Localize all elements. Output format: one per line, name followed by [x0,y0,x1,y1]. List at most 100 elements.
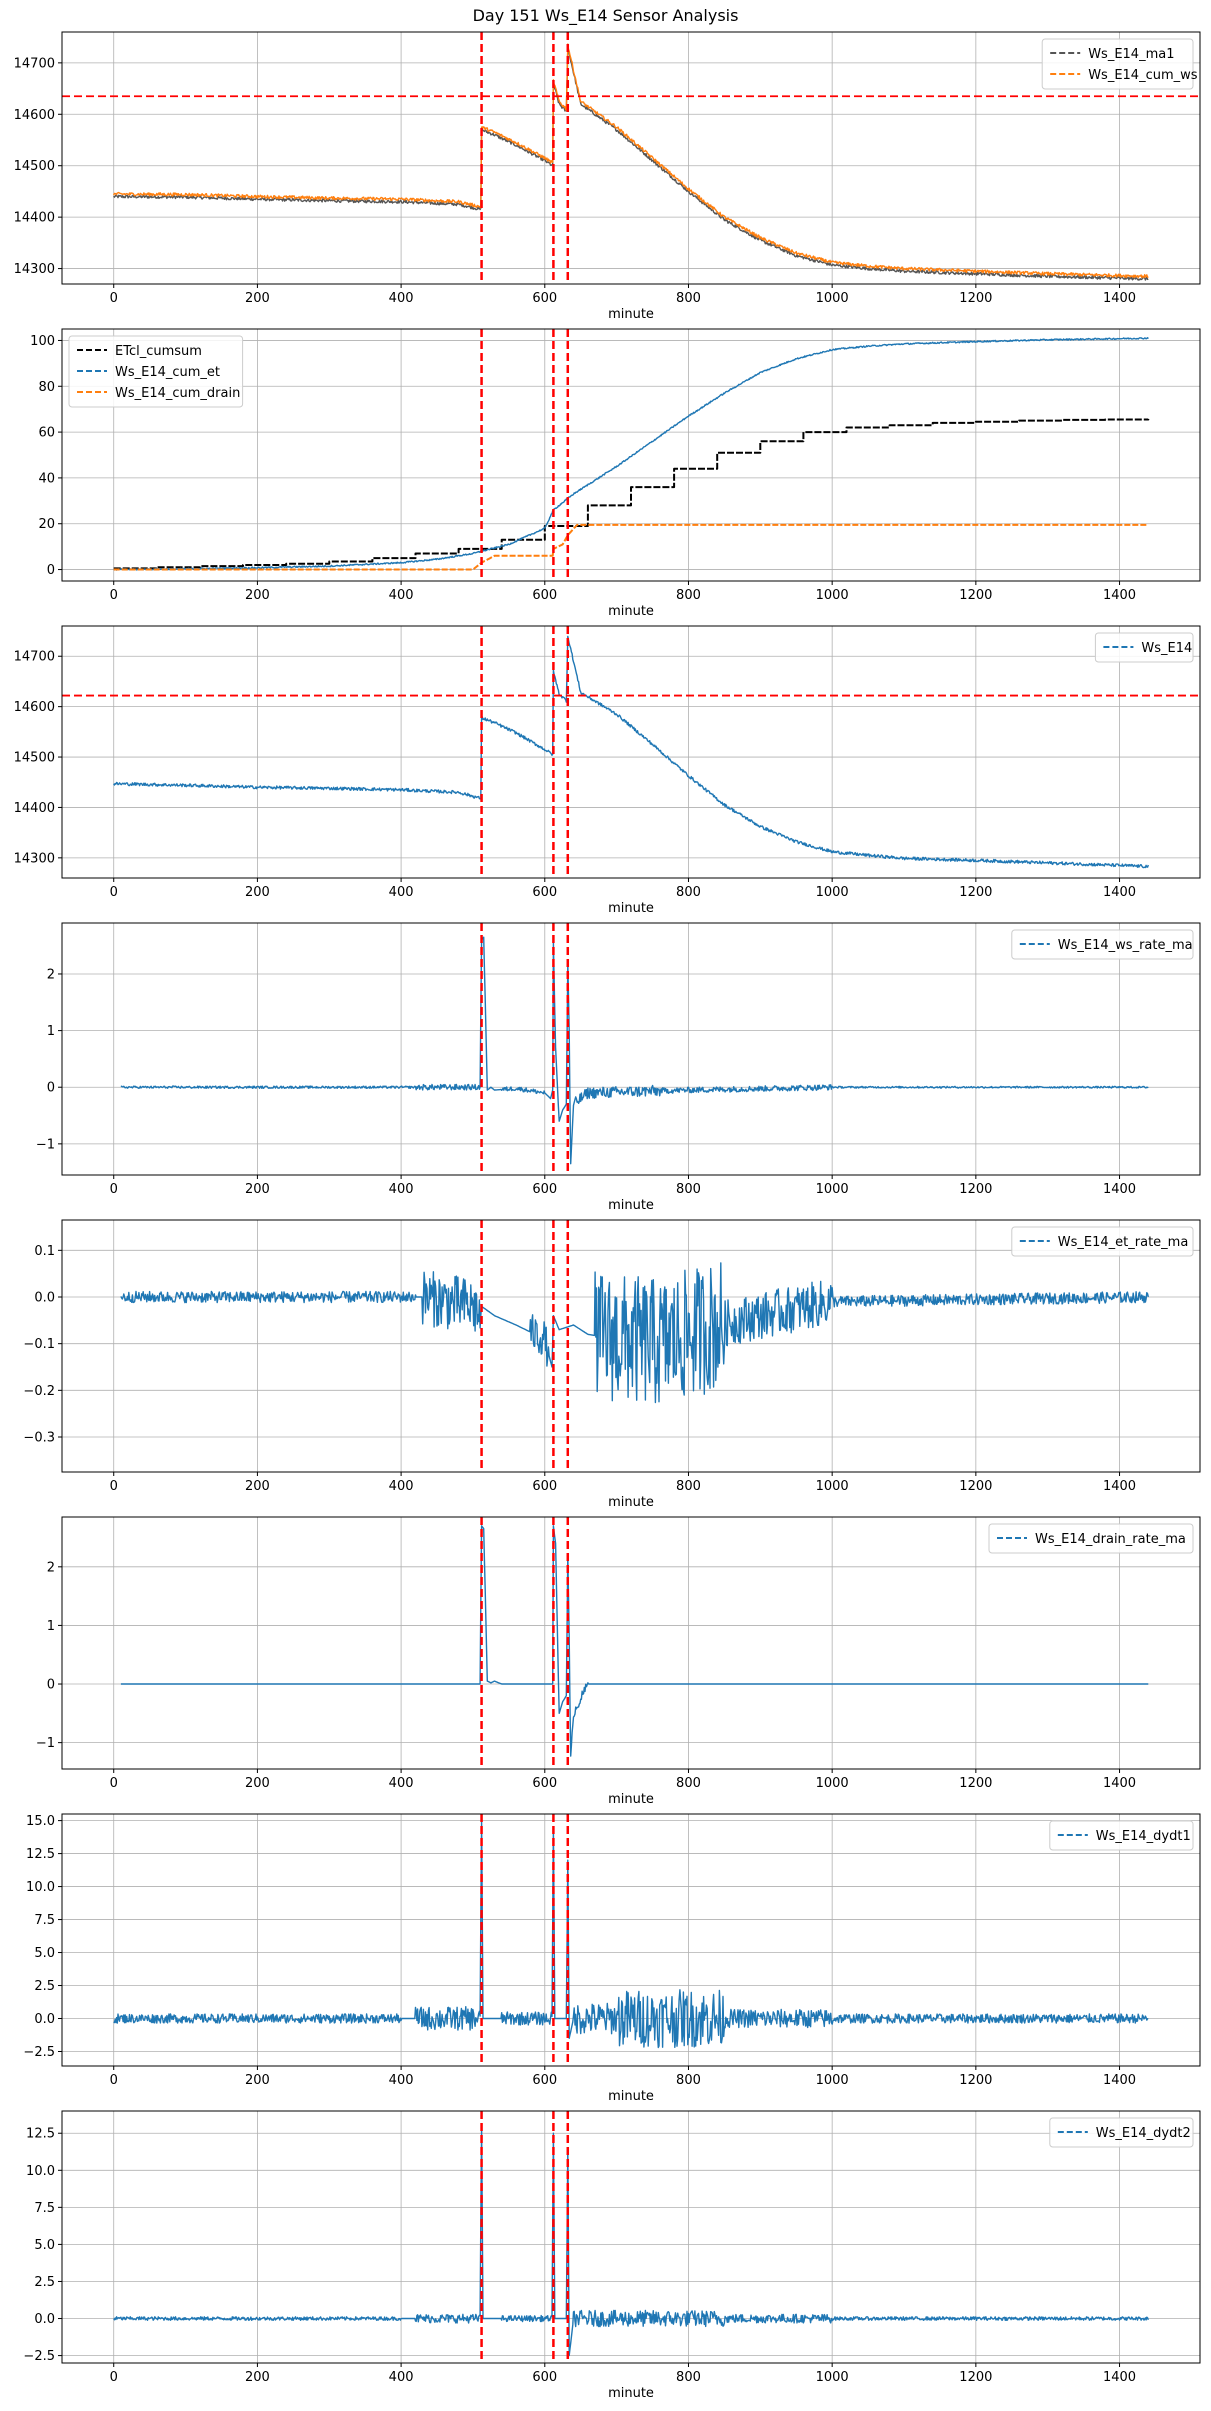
y-tick-label: 12.5 [26,2127,55,2142]
y-tick-label: 0.0 [34,2312,55,2327]
subplot-2: 0 200 400 600 800 1000 1200 1400 0 20 40 60 80 100 min… [30,328,1201,619]
plot-area [120,923,1149,1175]
series-line-etcl-cumsum [113,418,1150,570]
x-tick-label: 600 [532,2073,557,2088]
x-tick-label: 1200 [959,588,992,603]
x-tick-label: 400 [389,588,414,603]
x-tick-label: 200 [245,1182,270,1197]
x-tick-label: 400 [389,1776,414,1791]
y-tick-label: −2.5 [23,2045,55,2060]
x-tick-label: 1200 [959,2073,992,2088]
series-line-ws-e14-et-rate-ma [120,1262,1149,1404]
y-tick-label: 5.0 [34,1946,55,1961]
y-tick-label: −2.5 [23,2349,55,2364]
y-tick-label: 14600 [14,700,55,715]
legend-box [1041,38,1194,90]
y-tick-label: 1 [47,1619,55,1634]
series-line-ws-e14 [113,635,1149,869]
x-tick-label: 1400 [1103,1479,1136,1494]
x-tick-label: 400 [389,885,414,900]
y-tick-label: 2 [47,967,55,982]
legend-box [988,1523,1194,1554]
y-tick-label: 0.0 [34,1291,55,1306]
subplot-4: 0 200 400 600 800 1000 1200 1400 −1 0 1 2 minute Ws_E… [36,922,1201,1213]
x-tick-label: 400 [389,2370,414,2385]
legend-label: Ws_E14_drain_rate_ma [1035,1532,1186,1547]
y-tick-label: 7.5 [34,2201,55,2216]
axes-frame [61,1219,1201,1473]
x-tick-label: 0 [110,1479,118,1494]
axes-frame [61,1516,1201,1770]
y-tick-label: 0.0 [34,2012,55,2027]
x-tick-label: 1000 [816,588,849,603]
legend-box [1049,1820,1194,1851]
y-tick-label: 5.0 [34,2238,55,2253]
x-tick-label: 1200 [959,2370,992,2385]
x-tick-label: 400 [389,291,414,306]
y-tick-label: 14600 [14,108,55,123]
legend-label: Ws_E14_ws_rate_ma [1058,938,1193,953]
plot-area [120,1517,1149,1769]
x-tick-label: 1000 [816,1479,849,1494]
legend: Ws_E14_ma1 Ws_E14_cum_ws [1041,38,1198,90]
x-tick-label: 800 [676,2073,701,2088]
axes-frame [61,31,1201,285]
legend-box [68,335,244,408]
plot-area [113,329,1150,581]
subplot-3: 0 200 400 600 800 1000 1200 1400 14300 14400 14500… [14,625,1201,916]
x-tick-label: 400 [389,1182,414,1197]
x-tick-label: 600 [532,885,557,900]
y-tick-label: 0 [47,1081,55,1096]
series-line-ws-e14-cum-ws [113,43,1149,279]
y-tick-label: 14400 [14,801,55,816]
legend: Ws_E14_drain_rate_ma [988,1523,1194,1554]
legend-box [1094,632,1194,663]
y-tick-label: 15.0 [26,1814,55,1829]
y-tick-label: 100 [30,334,55,349]
x-tick-label: 600 [532,1776,557,1791]
x-tick-label: 0 [110,1182,118,1197]
y-tick-label: 2 [47,1560,55,1575]
x-tick-label: 800 [676,588,701,603]
series-line-ws-e14-dydt2 [113,2125,1149,2357]
legend-box [1011,1226,1194,1257]
axes-frame [61,328,1201,582]
y-tick-label: −1 [36,1736,55,1751]
x-tick-label: 1400 [1103,2073,1136,2088]
y-tick-label: 14300 [14,262,55,277]
y-tick-label: 80 [38,380,55,395]
x-axis-label: minute [608,1198,654,1213]
x-tick-label: 600 [532,291,557,306]
x-tick-label: 600 [532,2370,557,2385]
plot-area [120,1220,1149,1472]
x-tick-label: 1200 [959,1182,992,1197]
y-tick-label: 20 [38,517,55,532]
x-tick-label: 1000 [816,291,849,306]
x-tick-label: 1000 [816,1182,849,1197]
x-tick-label: 800 [676,291,701,306]
subplot-7: 0 200 400 600 800 1000 1200 1400 −2.5 0.0 2.5 5.0 7.… [23,1813,1201,2104]
x-tick-label: 1000 [816,1776,849,1791]
plot-area [113,2111,1149,2363]
x-tick-label: 200 [245,2073,270,2088]
y-tick-label: 2.5 [34,1979,55,1994]
y-tick-label: 40 [38,471,55,486]
legend-box [1011,929,1194,960]
series-line-ws-e14-dydt1 [113,1819,1149,2049]
x-tick-label: 400 [389,1479,414,1494]
x-tick-label: 200 [245,1479,270,1494]
subplot-1: 0 200 400 600 800 1000 1200 1400 14300 14400 14500… [14,31,1201,322]
x-tick-label: 0 [110,2073,118,2088]
y-tick-label: −0.3 [23,1431,55,1446]
legend-label: Ws_E14_dydt2 [1096,2126,1191,2141]
x-tick-label: 200 [245,2370,270,2385]
legend: Ws_E14_dydt2 [1049,2117,1194,2148]
axes-frame [61,1813,1201,2067]
plot-area [113,1814,1149,2066]
x-tick-label: 800 [676,885,701,900]
axes-frame [61,625,1201,879]
x-tick-label: 1400 [1103,291,1136,306]
legend-label: Ws_E14_cum_et [115,365,220,380]
y-tick-label: 1 [47,1024,55,1039]
y-tick-label: 7.5 [34,1913,55,1928]
